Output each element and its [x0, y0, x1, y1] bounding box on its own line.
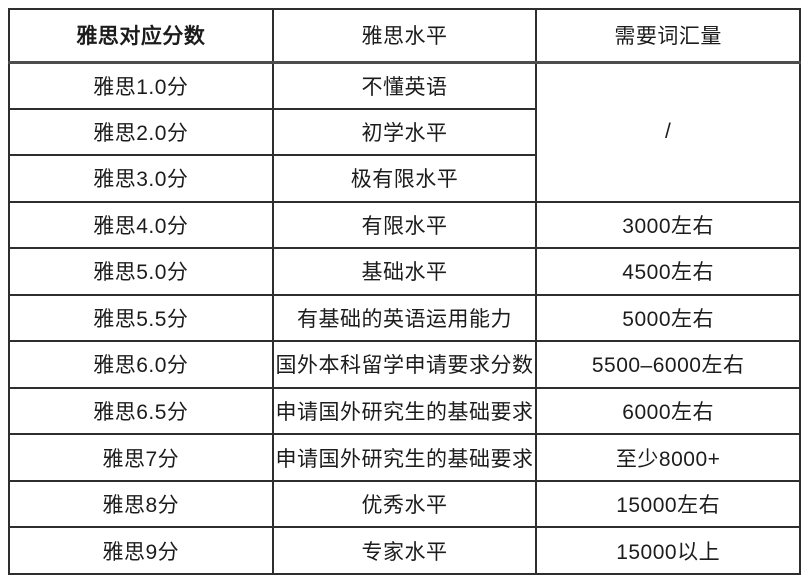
vocab-cell: 5500–6000左右 [535, 340, 801, 389]
level-cell: 优秀水平 [271, 479, 538, 529]
score-cell: 雅思9分 [8, 526, 274, 575]
vocab-cell: 6000左右 [535, 386, 801, 436]
vocab-cell: 5000左右 [535, 293, 801, 343]
score-cell: 雅思6.5分 [8, 386, 274, 436]
level-cell: 有限水平 [271, 200, 538, 250]
level-cell: 有基础的英语运用能力 [271, 293, 538, 343]
table-row: 雅思6.5分 申请国外研究生的基础要求 6000左右 [8, 386, 801, 436]
level-cell: 不懂英语 [271, 61, 538, 110]
table-row: 雅思5.5分 有基础的英语运用能力 5000左右 [8, 293, 801, 343]
level-cell: 申请国外研究生的基础要求 [271, 433, 538, 482]
score-cell: 雅思5.5分 [8, 293, 274, 343]
level-cell: 初学水平 [271, 107, 538, 157]
vocab-cell-merged: / [535, 61, 801, 203]
level-cell: 极有限水平 [271, 154, 538, 203]
vocab-cell: 15000以上 [535, 526, 801, 575]
table-body: 雅思1.0分 不懂英语 / 雅思2.0分 初学水平 雅思3.0分 极有限水平 雅… [8, 61, 801, 575]
vocab-cell: 15000左右 [535, 479, 801, 529]
table-row: 雅思3.0分 极有限水平 [8, 154, 800, 203]
table-row: 雅思4.0分 有限水平 3000左右 [8, 200, 801, 250]
table-row: 雅思8分 优秀水平 15000左右 [8, 479, 801, 529]
score-cell: 雅思2.0分 [8, 107, 274, 157]
level-cell: 申请国外研究生的基础要求 [271, 386, 538, 436]
table-row: 雅思2.0分 初学水平 [8, 107, 800, 157]
score-cell: 雅思4.0分 [8, 200, 274, 250]
vocab-cell: 3000左右 [535, 200, 801, 250]
level-cell: 专家水平 [271, 526, 538, 575]
table-row: 雅思7分 申请国外研究生的基础要求 至少8000+ [8, 433, 801, 482]
table-row: 雅思9分 专家水平 15000以上 [8, 526, 801, 575]
score-cell: 雅思6.0分 [8, 340, 274, 389]
level-cell: 基础水平 [271, 247, 538, 296]
score-cell: 雅思7分 [8, 433, 274, 482]
table-header: 雅思对应分数 雅思水平 需要词汇量 [8, 8, 801, 64]
header-row: 雅思对应分数 雅思水平 需要词汇量 [8, 8, 801, 64]
vocab-cell: 至少8000+ [535, 433, 801, 482]
score-cell: 雅思1.0分 [8, 61, 274, 110]
ielts-vocabulary-table: 雅思对应分数 雅思水平 需要词汇量 雅思1.0分 不懂英语 / 雅思2.0分 初… [8, 8, 801, 575]
score-cell: 雅思8分 [8, 479, 274, 529]
column-header-score: 雅思对应分数 [8, 8, 274, 64]
level-cell: 国外本科留学申请要求分数 [271, 340, 538, 389]
table-row: 雅思1.0分 不懂英语 / [8, 61, 801, 203]
column-header-level: 雅思水平 [271, 8, 538, 64]
vocab-cell: 4500左右 [535, 247, 801, 296]
table-row: 雅思6.0分 国外本科留学申请要求分数 5500–6000左右 [8, 340, 801, 389]
score-cell: 雅思3.0分 [8, 154, 274, 203]
column-header-vocab: 需要词汇量 [535, 8, 801, 64]
table-row: 雅思5.0分 基础水平 4500左右 [8, 247, 801, 296]
score-cell: 雅思5.0分 [8, 247, 274, 296]
